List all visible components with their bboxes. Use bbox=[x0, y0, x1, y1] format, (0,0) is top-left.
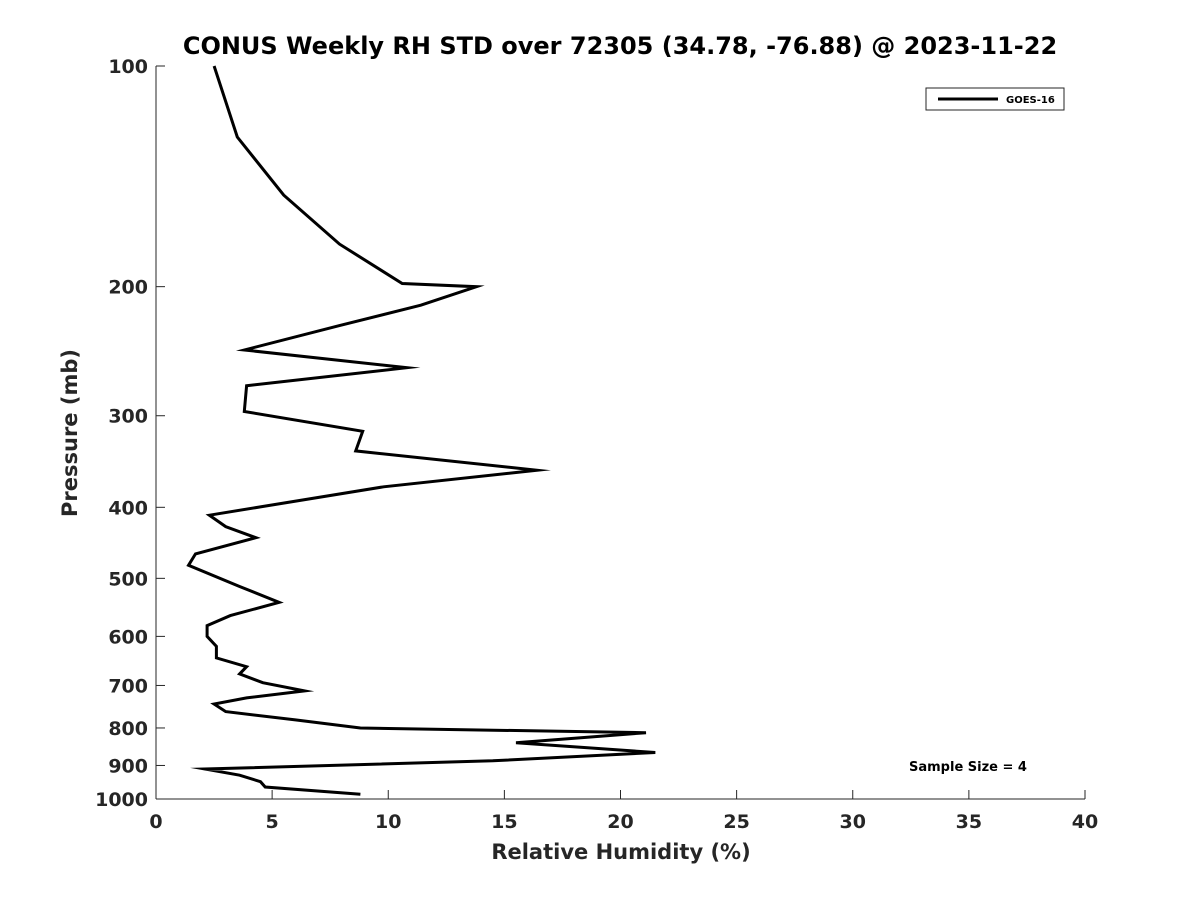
y-tick-label: 100 bbox=[108, 56, 148, 78]
series-layer bbox=[188, 66, 655, 794]
y-axis-ticks: 100 200 300 400 500 600 700 800 900 1000 bbox=[95, 56, 165, 811]
y-tick-label: 1000 bbox=[95, 789, 148, 811]
y-tick-label: 700 bbox=[108, 675, 148, 697]
y-tick-label: 200 bbox=[108, 277, 148, 299]
x-tick-label: 30 bbox=[840, 811, 866, 833]
legend-entry: GOES-16 bbox=[1006, 95, 1055, 106]
y-tick-label: 300 bbox=[108, 406, 148, 428]
legend: GOES-16 bbox=[926, 88, 1064, 110]
x-tick-label: 40 bbox=[1072, 811, 1098, 833]
x-tick-label: 0 bbox=[149, 811, 162, 833]
y-tick-label: 500 bbox=[108, 568, 148, 590]
y-tick-label: 600 bbox=[108, 626, 148, 648]
x-tick-label: 5 bbox=[266, 811, 279, 833]
x-axis-label: Relative Humidity (%) bbox=[491, 840, 750, 864]
x-tick-label: 35 bbox=[956, 811, 982, 833]
x-tick-label: 10 bbox=[375, 811, 401, 833]
y-axis-label: Pressure (mb) bbox=[58, 349, 82, 517]
x-tick-label: 20 bbox=[607, 811, 633, 833]
chart-title: CONUS Weekly RH STD over 72305 (34.78, -… bbox=[183, 32, 1057, 60]
y-tick-label: 400 bbox=[108, 497, 148, 519]
x-tick-label: 25 bbox=[723, 811, 749, 833]
x-axis-ticks: 0 5 10 15 20 25 30 35 40 bbox=[149, 790, 1098, 833]
x-tick-label: 15 bbox=[491, 811, 517, 833]
y-tick-label: 900 bbox=[108, 755, 148, 777]
sample-size-annotation: Sample Size = 4 bbox=[909, 760, 1027, 775]
y-tick-label: 800 bbox=[108, 718, 148, 740]
series-line-1 bbox=[189, 66, 656, 794]
